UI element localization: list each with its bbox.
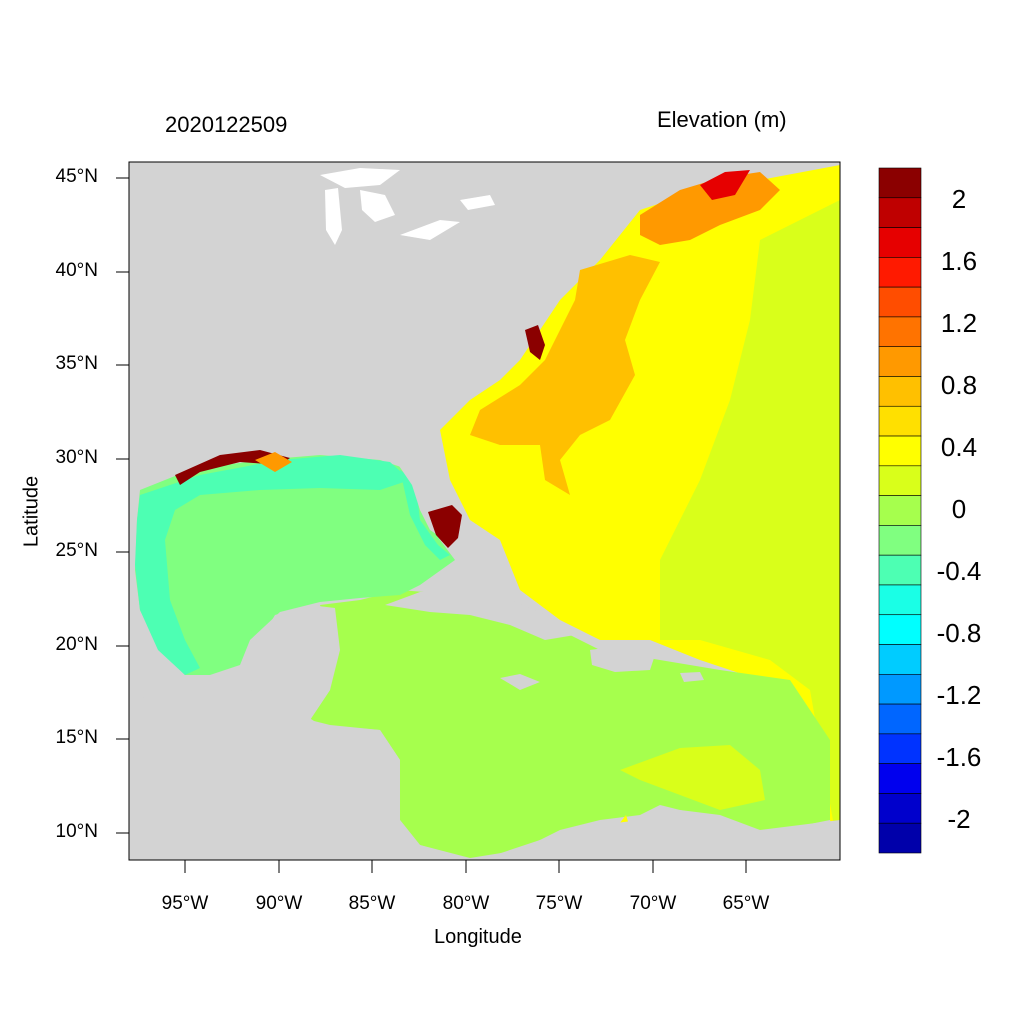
colorbar [878, 167, 922, 854]
x-tick-label: 95°W [161, 893, 209, 914]
colorbar-swatch [878, 286, 922, 318]
y-tick-label: 35°N [55, 353, 98, 374]
variable-title: Elevation (m) [657, 107, 787, 132]
colorbar-label: -0.8 [936, 618, 982, 648]
colorbar-swatch [878, 733, 922, 764]
chesapeake-surge [525, 325, 545, 360]
y-tick-label: 20°N [55, 634, 98, 655]
colorbar-swatch [878, 167, 922, 199]
colorbar-swatch [878, 614, 922, 645]
y-tick-marks [116, 177, 129, 834]
y-tick-label: 25°N [55, 540, 98, 561]
colorbar-swatch [878, 644, 922, 675]
lake-erie [400, 220, 460, 240]
lake-michigan [325, 188, 342, 245]
y-tick-label: 40°N [55, 260, 98, 281]
plot-frame [128, 161, 841, 861]
y-tick-label: 30°N [55, 447, 98, 468]
gulf-of-maine-peak [700, 170, 750, 200]
gulf-stream-band [470, 255, 660, 495]
caribbean-high-patch [620, 745, 765, 810]
florida-surge [428, 505, 462, 548]
x-axis-label: Longitude [434, 926, 522, 948]
x-tick-label: 75°W [535, 893, 583, 914]
south-america-coast [480, 810, 840, 860]
colorbar-swatch [878, 822, 922, 854]
lake-ontario [460, 195, 495, 210]
colorbar-label: 0.4 [940, 432, 978, 462]
colorbar-swatch [878, 435, 922, 467]
colorbar-swatch [878, 376, 922, 407]
y-tick-label: 15°N [55, 727, 98, 748]
gulf-of-mexico [135, 455, 455, 675]
louisiana-high [255, 452, 292, 472]
map-field [129, 162, 840, 860]
colorbar-swatch [878, 227, 922, 258]
y-tick-label: 45°N [55, 166, 98, 187]
timestamp-title: 2020122509 [165, 112, 288, 137]
colorbar-swatch [878, 257, 922, 288]
y-tick-label: 10°N [55, 821, 98, 842]
colorbar-swatch [878, 316, 922, 347]
colorbar-swatch [878, 674, 922, 705]
yucatan-peninsula [250, 605, 340, 720]
colorbar-label: 1.6 [940, 246, 978, 276]
colorbar-swatch [878, 793, 922, 824]
colorbar-label: -2 [947, 804, 971, 834]
colorbar-swatch [878, 703, 922, 735]
gulf-west-coast-zone [400, 470, 450, 560]
puerto-rico-island [680, 672, 704, 682]
x-tick-label: 65°W [722, 893, 770, 914]
colorbar-label: -1.6 [936, 742, 982, 772]
hispaniola-island [590, 645, 655, 672]
y-axis-label: Latitude [20, 475, 43, 548]
colorbar-swatch [878, 554, 922, 586]
colorbar-swatch [878, 346, 922, 377]
gulf-of-maine [640, 172, 780, 245]
lake-superior [320, 168, 400, 188]
colorbar-swatch [878, 465, 922, 496]
x-tick-label: 90°W [255, 893, 303, 914]
colorbar-label: 1.2 [940, 308, 978, 338]
x-tick-label: 85°W [348, 893, 396, 914]
atlantic-east-zone [660, 200, 840, 860]
colorbar-swatch [878, 763, 922, 794]
colorbar-label: 2 [951, 184, 967, 214]
colorbar-swatch [878, 405, 922, 437]
colorbar-label: 0.8 [940, 370, 978, 400]
colorbar-swatch [878, 525, 922, 556]
lake-huron [360, 190, 395, 222]
x-tick-marks [184, 860, 747, 873]
colorbar-label: -0.4 [936, 556, 982, 586]
x-tick-label: 70°W [629, 893, 677, 914]
colorbar-swatch [878, 495, 922, 526]
colorbar-swatch [878, 197, 922, 228]
gulf-cool-zone [135, 455, 410, 675]
colorbar-swatch [878, 584, 922, 616]
colorbar-label: -1.2 [936, 680, 982, 710]
jamaica-island [500, 674, 540, 690]
cuba-island [385, 590, 575, 640]
central-america-land [129, 690, 470, 860]
colorbar-label: 0 [951, 494, 967, 524]
x-tick-label: 80°W [442, 893, 490, 914]
